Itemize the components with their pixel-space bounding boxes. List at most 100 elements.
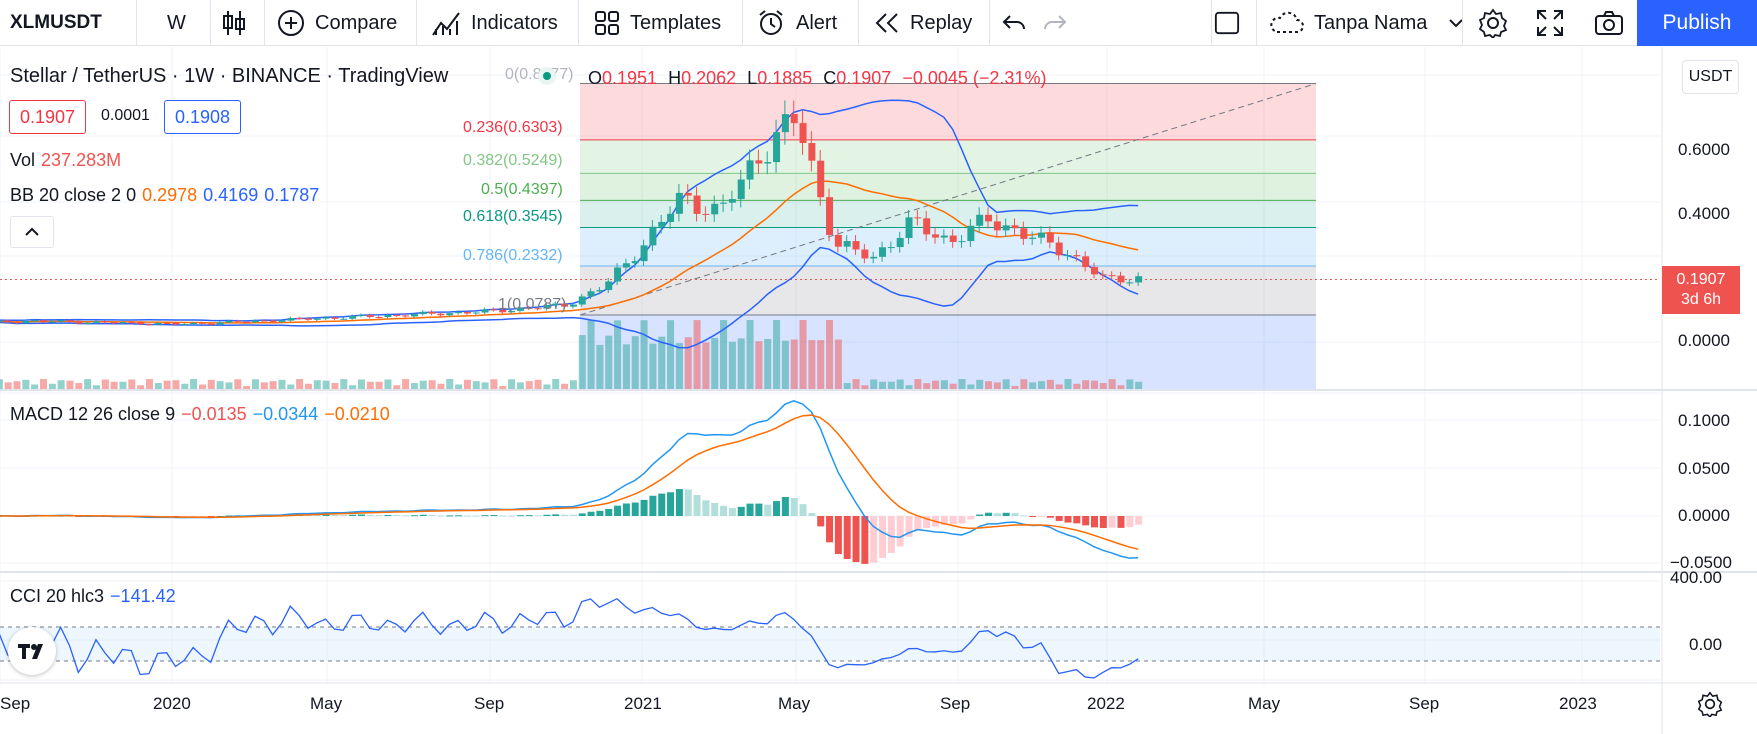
indicators-button[interactable]: Indicators: [431, 0, 558, 46]
volume-bar: [234, 379, 242, 390]
macd-histogram-bar: [463, 515, 471, 517]
symbol-search-button[interactable]: XLMUSDT: [10, 0, 102, 46]
candle-body: [225, 320, 233, 323]
chart-canvas[interactable]: [0, 47, 1757, 734]
volume-bar: [605, 335, 613, 390]
macd-histogram-bar: [313, 514, 321, 516]
candle-body: [693, 195, 701, 214]
snapshot-button[interactable]: [1594, 0, 1624, 46]
fib-label-05: 0.5(0.4397): [481, 181, 563, 198]
volume-bar: [552, 379, 560, 390]
fib-retracement[interactable]: [0, 83, 1660, 390]
macd-histogram-bar: [967, 516, 975, 520]
volume-bar: [958, 379, 966, 390]
macd-histogram-bar: [949, 516, 957, 525]
candle-body: [66, 320, 74, 322]
candle-body: [675, 192, 683, 214]
volume-bar: [225, 382, 233, 390]
macd-histogram-bar: [808, 512, 816, 516]
macd-histogram-bar: [1099, 516, 1107, 528]
buy-price-button[interactable]: 0.1908: [164, 100, 242, 134]
volume-legend[interactable]: Vol 237.283M: [10, 150, 127, 171]
macd-histogram-bar: [516, 515, 524, 517]
volume-bar: [896, 379, 904, 390]
candle-body: [446, 313, 454, 316]
volume-bar: [773, 320, 781, 390]
time-tick: 2023: [1559, 694, 1597, 713]
layout-button[interactable]: [1214, 0, 1240, 46]
macd-histogram-bar: [755, 503, 763, 516]
collapse-legend-button[interactable]: [10, 216, 54, 248]
market-status-icon[interactable]: [538, 67, 556, 85]
volume-bar: [631, 336, 639, 390]
volume-bar: [13, 381, 21, 390]
volume-bar: [446, 379, 454, 390]
macd-line-value: −0.0344: [252, 404, 319, 424]
candle-body: [384, 315, 392, 318]
undo-button[interactable]: [1002, 0, 1026, 46]
candle-body: [331, 317, 339, 319]
redo-button[interactable]: [1043, 0, 1067, 46]
macd-histogram-bar: [675, 489, 683, 516]
candle-body: [578, 296, 586, 305]
pane-separators[interactable]: [0, 47, 1757, 734]
macd-histogram-bar: [1073, 516, 1081, 524]
last-price-value: 0.1907: [1676, 271, 1726, 288]
bb-mid-value: 0.2978: [142, 185, 198, 205]
macd-histogram-bar: [446, 515, 454, 517]
candle-body: [119, 322, 127, 324]
macd-histogram-bar: [331, 514, 339, 516]
macd-legend[interactable]: MACD 12 26 close 9 −0.0135 −0.0344 −0.0210: [10, 404, 396, 425]
volume-bar: [137, 385, 145, 390]
volume-bar: [799, 320, 807, 390]
volume-bar: [287, 384, 295, 390]
candle-body: [410, 314, 418, 317]
cci-pane: [0, 597, 1660, 679]
volume-bar: [578, 335, 586, 390]
interval-button[interactable]: W: [167, 0, 186, 46]
candle-body: [243, 321, 251, 323]
volume-bar: [278, 379, 286, 390]
chevron-down-icon: [1449, 19, 1464, 28]
layout-name-button[interactable]: Tanpa Nama: [1268, 0, 1464, 46]
macd-histogram-bar: [349, 514, 357, 516]
replay-button[interactable]: Replay: [874, 0, 972, 46]
alert-button[interactable]: Alert: [756, 0, 837, 46]
candle-body: [1046, 232, 1054, 243]
candle-body: [967, 225, 975, 242]
volume-bar: [693, 320, 701, 390]
volume-bar: [304, 383, 312, 390]
candle-body: [463, 312, 471, 314]
tradingview-logo[interactable]: [8, 627, 56, 675]
bb-legend[interactable]: BB 20 close 2 0 0.2978 0.4169 0.1787: [10, 185, 325, 206]
volume-bar: [110, 381, 118, 390]
cci-legend[interactable]: CCI 20 hlc3 −141.42: [10, 586, 182, 607]
divider: [264, 0, 265, 46]
publish-button[interactable]: Publish: [1637, 0, 1757, 46]
macd-histogram-bar: [357, 514, 365, 516]
candle-body: [163, 322, 171, 324]
macd-histogram-bar: [340, 515, 348, 517]
volume-bar: [746, 320, 754, 390]
templates-button[interactable]: Templates: [594, 0, 721, 46]
volume-bar: [1099, 383, 1107, 390]
axis-settings-button[interactable]: [1697, 691, 1723, 722]
volume-bar: [614, 320, 622, 390]
divider: [989, 0, 990, 46]
compare-button[interactable]: Compare: [277, 0, 397, 46]
volume-bar: [0, 379, 3, 390]
chart-settings-button[interactable]: [1478, 0, 1508, 46]
macd-histogram-bar: [790, 497, 798, 516]
macd-histogram-bar: [861, 516, 869, 564]
divider: [578, 0, 579, 46]
candle-body: [1002, 225, 1010, 231]
currency-unit-button[interactable]: USDT: [1682, 60, 1739, 94]
candle-body: [287, 318, 295, 321]
fullscreen-button[interactable]: [1536, 0, 1564, 46]
sell-price-button[interactable]: 0.1907: [9, 100, 87, 134]
candle-body: [746, 160, 754, 180]
candle-body: [596, 290, 604, 292]
candle-body: [817, 160, 825, 198]
volume-bar: [993, 382, 1001, 390]
chart-type-button[interactable]: [222, 0, 246, 46]
